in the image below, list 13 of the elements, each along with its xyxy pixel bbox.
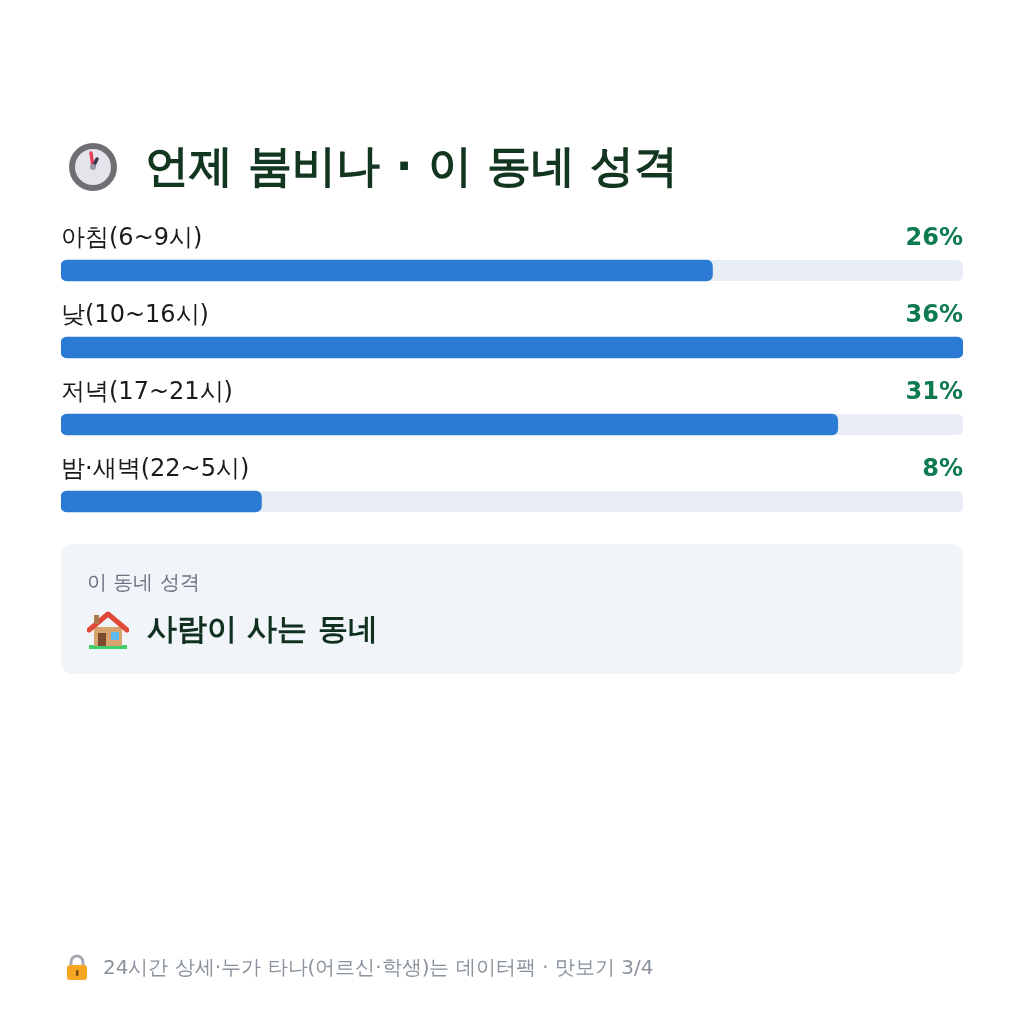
bar — [61, 490, 262, 513]
y-tick-label: 낮(10~16시) — [61, 299, 209, 328]
data-label: 36% — [905, 299, 963, 328]
chart-title: 언제 붐비나 · 이 동네 성격 — [145, 139, 679, 193]
y-tick-label: 저녁(17~21시) — [61, 376, 233, 405]
data-label: 26% — [905, 222, 963, 251]
data-label: 8% — [922, 453, 963, 482]
text: 24시간 상세·누가 타나(어르신·학생)는 데이터팩 · 맛보기 3/4 — [103, 954, 654, 981]
text: 이 동네 성격 — [87, 569, 200, 596]
y-tick-label: 아침(6~9시) — [61, 222, 203, 251]
y-tick-label: 밤·새벽(22~5시) — [61, 453, 250, 482]
data-label: 31% — [905, 376, 963, 405]
text: 사람이 사는 동네 — [147, 610, 378, 648]
